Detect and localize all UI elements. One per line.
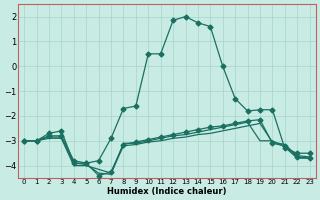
X-axis label: Humidex (Indice chaleur): Humidex (Indice chaleur) [107,187,227,196]
